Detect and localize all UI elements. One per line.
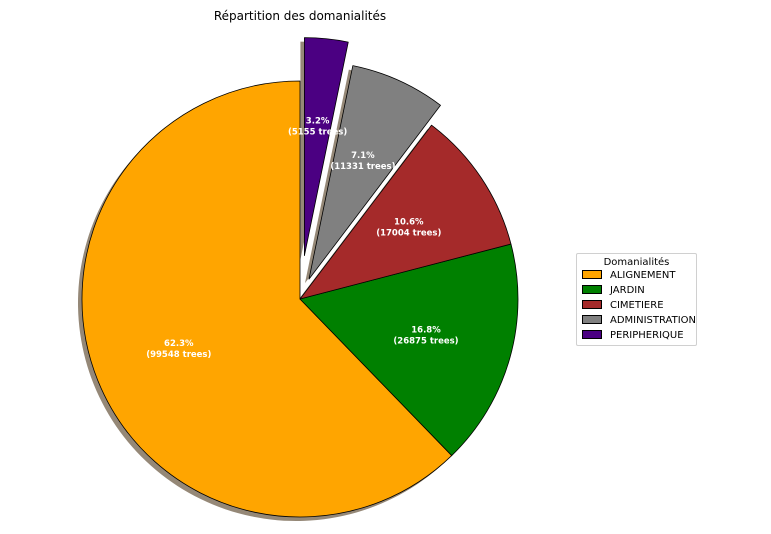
slice-label-peripherique: 3.2% (5155 trees) xyxy=(288,117,347,138)
slice-count: (17004 trees) xyxy=(376,228,441,238)
slice-peripherique xyxy=(304,37,349,257)
slice-percent: 62.3% xyxy=(164,339,194,349)
slice-count: (5155 trees) xyxy=(288,128,347,138)
legend-swatch xyxy=(582,299,602,309)
slice-administration xyxy=(308,65,441,280)
legend-label: PERIPHERIQUE xyxy=(610,330,684,341)
legend-item-alignement: ALIGNEMENT xyxy=(582,269,675,283)
legend-swatch xyxy=(582,314,602,324)
slice-count: (26875 trees) xyxy=(393,336,458,346)
pie-labels: 62.3% (99548 trees) 16.8% (26875 trees) 10.6… xyxy=(146,117,458,361)
legend-label: CIMETIERE xyxy=(610,300,664,311)
slice-cimetiere xyxy=(299,124,512,300)
chart-title: Répartition des domanialités xyxy=(213,9,387,23)
slice-alignement xyxy=(81,80,453,518)
slice-percent: 10.6% xyxy=(394,217,424,227)
legend-item-cimetiere: CIMETIERE xyxy=(582,299,664,313)
slice-count: (11331 trees) xyxy=(330,162,395,172)
legend-item-jardin: JARDIN xyxy=(582,284,645,298)
legend-label: ALIGNEMENT xyxy=(610,270,676,281)
legend-swatch xyxy=(582,329,602,339)
slice-jardin xyxy=(299,243,519,456)
slice-percent: 16.8% xyxy=(411,325,441,335)
legend-swatch xyxy=(582,284,602,294)
legend-label: JARDIN xyxy=(610,285,645,296)
legend: Domanialités ALIGNEMENT JARDIN CIMETIERE AD… xyxy=(576,253,697,346)
slice-count: (99548 trees) xyxy=(146,350,211,360)
slice-label-administration: 7.1% (11331 trees) xyxy=(330,151,395,172)
slice-label-jardin: 16.8% (26875 trees) xyxy=(393,325,458,346)
legend-swatch xyxy=(582,269,602,279)
legend-label: ADMINISTRATION xyxy=(610,315,697,326)
slice-label-cimetiere: 10.6% (17004 trees) xyxy=(376,217,441,238)
slice-percent: 7.1% xyxy=(351,151,375,161)
pie-slices xyxy=(81,37,519,518)
legend-item-administration: ADMINISTRATION xyxy=(582,314,696,328)
legend-title: Domanialités xyxy=(603,257,670,268)
slice-label-alignement: 62.3% (99548 trees) xyxy=(146,339,211,360)
legend-item-peripherique: PERIPHERIQUE xyxy=(582,329,684,343)
slice-percent: 3.2% xyxy=(306,117,330,127)
